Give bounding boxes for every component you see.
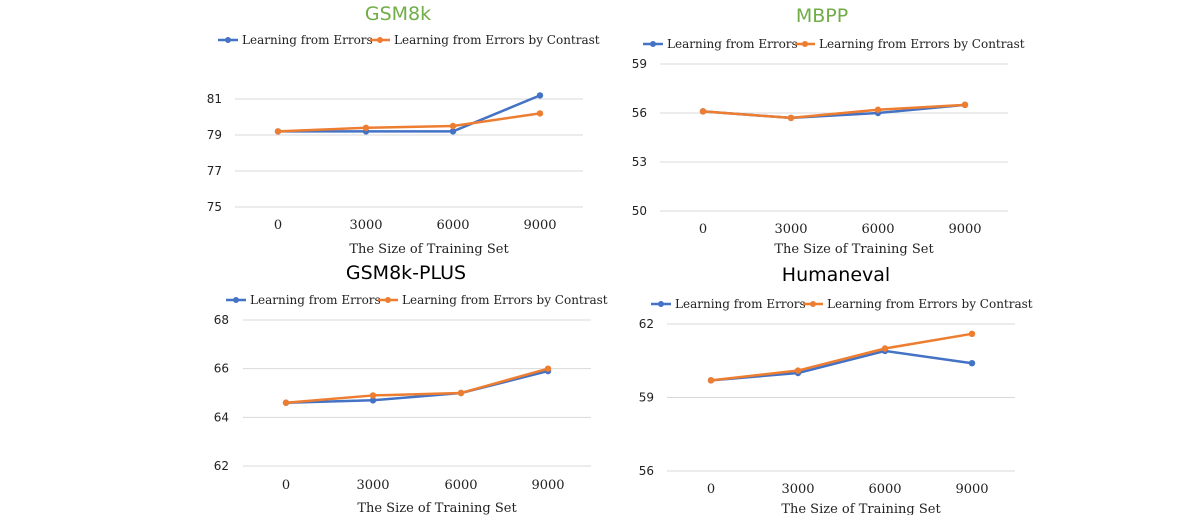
legend-label: Learning from Errors xyxy=(667,37,798,51)
legend-marker xyxy=(377,37,383,43)
y-tick-label: 79 xyxy=(207,128,222,142)
data-point xyxy=(369,397,377,404)
data-point xyxy=(881,345,889,352)
legend-marker xyxy=(233,297,239,303)
legend-label: Learning from Errors xyxy=(242,33,373,47)
legend-label: Learning from Errors xyxy=(675,297,806,311)
legend-marker xyxy=(225,37,231,43)
y-tick-label: 62 xyxy=(639,317,654,331)
x-tick-label: 9000 xyxy=(955,482,988,497)
data-point xyxy=(874,106,882,113)
x-axis-label: The Size of Training Set xyxy=(357,501,517,515)
data-point xyxy=(699,108,707,115)
chart-3: Humaneval Learning from Errors Learning fr… xyxy=(639,264,1033,515)
legend-entry: Learning from Errors xyxy=(226,293,381,307)
series-line-0 xyxy=(278,94,541,133)
legend-marker xyxy=(658,301,664,307)
data-point xyxy=(707,377,715,384)
y-tick-label: 75 xyxy=(207,200,222,214)
legend-entry: Learning from Errors by Contrast xyxy=(795,37,1025,51)
legend-label: Learning from Errors by Contrast xyxy=(394,33,600,47)
data-point xyxy=(449,122,457,130)
chart-1: MBPP Learning from Errors Learning from Er… xyxy=(632,5,1025,257)
chart-title: GSM8k-PLUS xyxy=(346,262,466,284)
data-point xyxy=(362,124,370,131)
x-tick-label: 3000 xyxy=(774,222,807,237)
data-point xyxy=(369,392,377,399)
data-point xyxy=(968,330,976,337)
x-axis-label: The Size of Training Set xyxy=(781,502,941,515)
chart-title: Humaneval xyxy=(782,264,890,286)
y-tick-label: 50 xyxy=(632,204,647,218)
data-point xyxy=(536,92,544,99)
x-axis-label: The Size of Training Set xyxy=(774,242,934,257)
x-tick-label: 9000 xyxy=(531,478,564,493)
x-tick-label: 3000 xyxy=(356,478,389,493)
y-tick-label: 62 xyxy=(214,459,229,473)
y-tick-label: 77 xyxy=(207,164,222,178)
data-point xyxy=(282,399,290,406)
x-tick-label: 9000 xyxy=(948,222,981,237)
y-tick-label: 64 xyxy=(214,410,229,424)
x-tick-label: 9000 xyxy=(523,218,556,233)
y-tick-label: 66 xyxy=(214,362,229,376)
data-point xyxy=(544,365,552,372)
data-point xyxy=(449,128,457,135)
series-line-1 xyxy=(277,112,541,133)
series-line-0 xyxy=(285,369,549,404)
data-point xyxy=(536,110,544,117)
legend-marker xyxy=(385,297,391,303)
series-line-1 xyxy=(710,332,973,382)
chart-0: GSM8k Learning from Errors Learning from E… xyxy=(207,3,600,257)
legend-entry: Learning from Errors xyxy=(218,33,373,47)
legend-entry: Learning from Errors by Contrast xyxy=(378,293,608,307)
chart-2: GSM8k-PLUS Learning from Errors Learning f… xyxy=(214,262,608,515)
legend-marker xyxy=(650,41,656,47)
x-tick-label: 6000 xyxy=(444,478,477,493)
data-point xyxy=(274,128,282,135)
data-point xyxy=(794,367,802,374)
x-tick-label: 3000 xyxy=(781,482,814,497)
series-line-1 xyxy=(285,367,549,404)
legend-entry: Learning from Errors by Contrast xyxy=(370,33,600,47)
x-tick-label: 0 xyxy=(282,478,290,493)
legend-marker xyxy=(810,301,816,307)
series-line-1 xyxy=(702,103,966,120)
x-tick-label: 0 xyxy=(699,222,707,237)
y-tick-label: 59 xyxy=(639,391,654,405)
x-axis-label: The Size of Training Set xyxy=(349,242,509,257)
x-tick-label: 6000 xyxy=(436,218,469,233)
legend-entry: Learning from Errors xyxy=(651,297,806,311)
x-tick-label: 0 xyxy=(707,482,715,497)
chart-title: GSM8k xyxy=(365,3,431,25)
legend-entry: Learning from Errors xyxy=(643,37,798,51)
data-point xyxy=(457,389,465,397)
legend-label: Learning from Errors by Contrast xyxy=(402,293,608,307)
y-tick-label: 56 xyxy=(632,106,647,120)
data-point xyxy=(787,114,795,122)
legend-entry: Learning from Errors by Contrast xyxy=(803,297,1033,311)
x-tick-label: 0 xyxy=(274,218,282,233)
legend-label: Learning from Errors by Contrast xyxy=(827,297,1033,311)
data-point xyxy=(961,101,969,109)
legend-label: Learning from Errors xyxy=(250,293,381,307)
x-tick-label: 6000 xyxy=(861,222,894,237)
y-tick-label: 56 xyxy=(639,464,654,478)
data-point xyxy=(968,360,976,367)
x-tick-label: 3000 xyxy=(349,218,382,233)
y-tick-label: 53 xyxy=(632,155,647,169)
y-tick-label: 68 xyxy=(214,313,229,327)
x-tick-label: 6000 xyxy=(868,482,901,497)
y-tick-label: 59 xyxy=(632,57,647,71)
chart-title: MBPP xyxy=(796,5,848,27)
y-tick-label: 81 xyxy=(207,92,222,106)
legend-marker xyxy=(802,41,808,47)
legend-label: Learning from Errors by Contrast xyxy=(819,37,1025,51)
